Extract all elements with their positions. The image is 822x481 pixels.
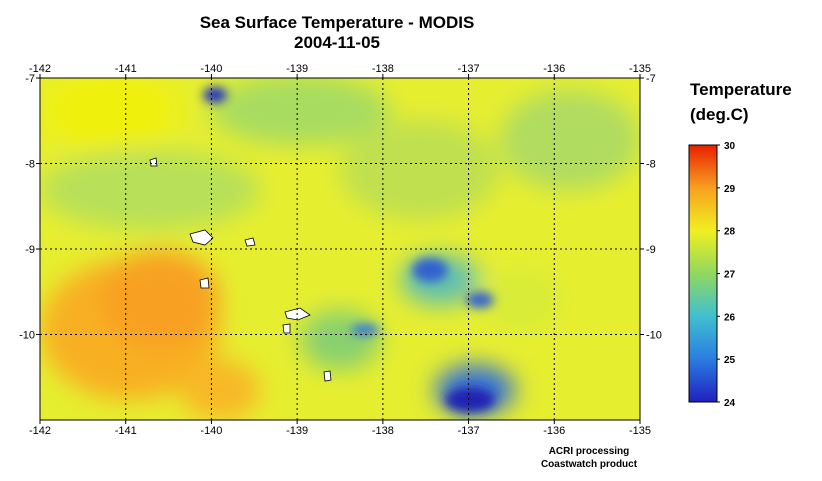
- colorbar-label: 29: [724, 184, 736, 195]
- colorbar: [688, 144, 718, 403]
- colorbar-label: 26: [724, 312, 736, 323]
- sst-field: [40, 78, 640, 420]
- lat-label: -9: [646, 244, 656, 256]
- lon-label: -136: [543, 425, 565, 437]
- colorbar-label: 24: [724, 398, 736, 409]
- lat-label: -10: [19, 330, 35, 342]
- credit: Coastwatch product: [541, 459, 638, 470]
- colorbar-title: Temperature: [690, 80, 792, 99]
- colorbar-label: 27: [724, 270, 736, 281]
- lat-label: -9: [25, 244, 35, 256]
- lon-label: -136: [543, 63, 565, 75]
- lat-label: -10: [646, 330, 662, 342]
- lat-label: -8: [646, 159, 656, 171]
- lon-label: -142: [29, 425, 51, 437]
- colorbar-label: 28: [724, 227, 736, 238]
- colorbar-label: 30: [724, 141, 736, 152]
- lon-label: -141: [115, 425, 137, 437]
- lon-label: -139: [286, 425, 308, 437]
- lon-label: -137: [458, 63, 480, 75]
- lon-label: -135: [629, 425, 651, 437]
- colorbar-label: 25: [724, 355, 736, 366]
- lon-label: -142: [29, 63, 51, 75]
- lon-label: -141: [115, 63, 137, 75]
- lon-label: -140: [200, 63, 222, 75]
- lon-label: -138: [372, 425, 394, 437]
- lat-label: -7: [646, 73, 656, 85]
- lat-label: -8: [25, 159, 35, 171]
- lat-label: -7: [25, 73, 35, 85]
- lon-label: -140: [200, 425, 222, 437]
- lon-label: -139: [286, 63, 308, 75]
- credit: ACRI processing: [549, 446, 630, 457]
- lon-label: -135: [629, 63, 651, 75]
- date: 2004-11-05: [294, 33, 380, 52]
- lon-label: -137: [458, 425, 480, 437]
- colorbar-units: (deg.C): [690, 105, 749, 124]
- lon-label: -138: [372, 63, 394, 75]
- title: Sea Surface Temperature - MODIS: [200, 13, 475, 32]
